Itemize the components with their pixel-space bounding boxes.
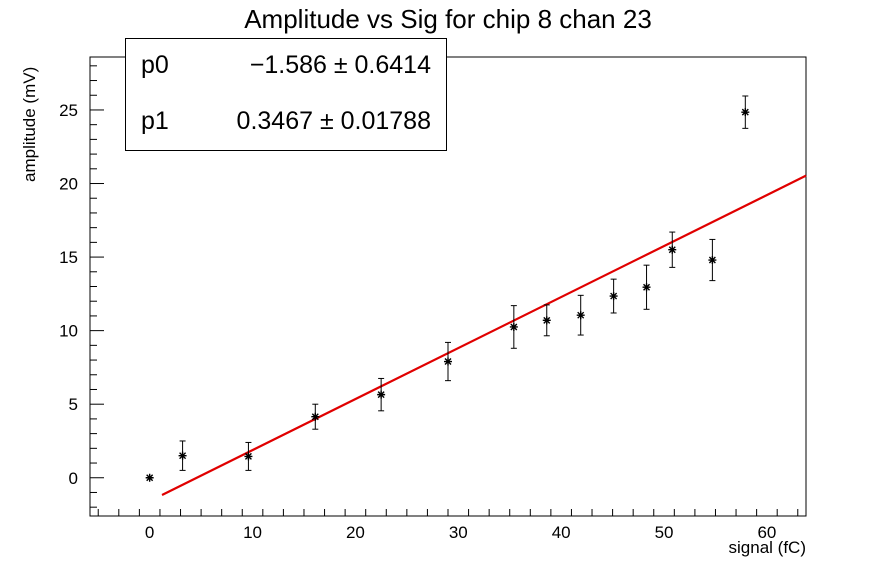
data-point	[377, 377, 386, 412]
stat-value: 0.3467 ± 0.01788	[236, 107, 431, 135]
y-tick-label: 0	[69, 469, 78, 488]
tick-labels: 0 10 20 30 40 50 60 0 5 10 15 20 25	[59, 101, 776, 542]
data-point	[741, 95, 750, 129]
x-tick-label: 50	[655, 523, 674, 542]
y-tick-label: 10	[59, 322, 78, 341]
y-tick-label: 15	[59, 248, 78, 267]
star-marker	[642, 283, 651, 292]
x-tick-label: 60	[757, 523, 776, 542]
data-point	[509, 305, 518, 349]
star-marker	[542, 316, 551, 325]
fit-line-group	[161, 174, 807, 496]
star-marker	[741, 108, 750, 117]
star-marker	[708, 256, 717, 265]
data-point	[642, 264, 651, 310]
star-marker	[244, 452, 253, 461]
x-tick-label: 0	[145, 523, 154, 542]
stat-row-p0: p0 −1.586 ± 0.6414	[126, 51, 446, 91]
stat-row-p1: p1 0.3467 ± 0.01788	[126, 107, 446, 147]
star-marker	[609, 292, 618, 301]
x-tick-label: 10	[243, 523, 262, 542]
data-point	[178, 440, 187, 471]
x-tick-label: 40	[552, 523, 571, 542]
x-tick-label: 20	[346, 523, 365, 542]
data-point	[311, 403, 320, 430]
star-marker	[311, 412, 320, 421]
star-marker	[509, 322, 518, 331]
data-point	[609, 278, 618, 314]
y-tick-label: 5	[69, 395, 78, 414]
axis-ticks	[90, 65, 799, 516]
star-marker	[178, 451, 187, 460]
star-marker	[377, 390, 386, 399]
data-points	[145, 95, 750, 482]
stat-name: p0	[141, 51, 169, 79]
data-point	[145, 473, 154, 482]
y-tick-label: 20	[59, 175, 78, 194]
fit-line	[161, 174, 807, 496]
y-axis-label: amplitude (mV)	[20, 66, 39, 182]
data-point	[542, 304, 551, 337]
data-point	[444, 341, 452, 382]
y-tick-label: 25	[59, 101, 78, 120]
chart-title: Amplitude vs Sig for chip 8 chan 23	[244, 4, 652, 34]
x-axis-label: signal (fC)	[728, 538, 806, 557]
data-point	[244, 441, 253, 471]
data-point	[668, 231, 677, 268]
star-marker	[576, 311, 585, 320]
stat-value: −1.586 ± 0.6414	[249, 51, 431, 79]
fit-stats-box: p0 −1.586 ± 0.6414 p1 0.3467 ± 0.01788	[125, 38, 447, 151]
data-point	[576, 294, 585, 336]
data-point	[708, 238, 717, 282]
stat-name: p1	[141, 107, 169, 135]
star-marker	[444, 357, 452, 366]
star-marker	[145, 473, 154, 482]
x-tick-label: 30	[449, 523, 468, 542]
star-marker	[668, 245, 677, 254]
